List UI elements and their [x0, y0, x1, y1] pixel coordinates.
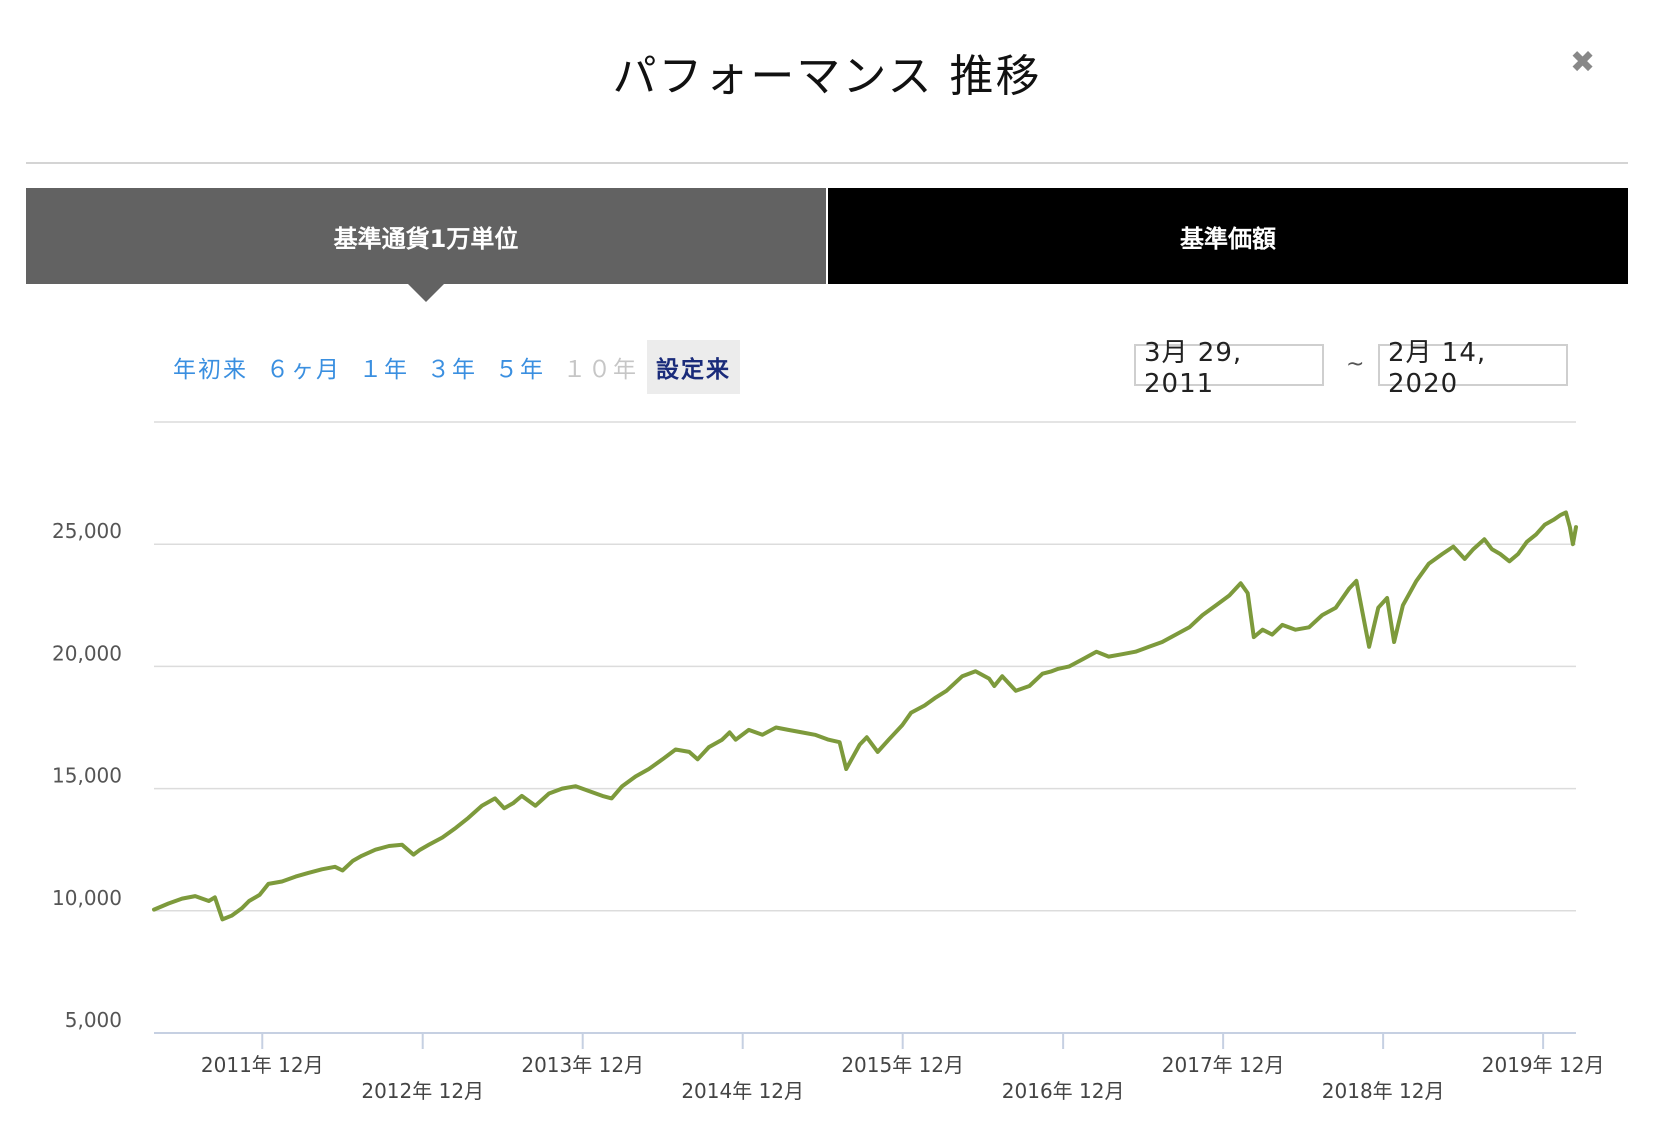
y-tick-label: 5,000 — [65, 1008, 122, 1032]
range-ytd[interactable]: 年初来 — [173, 357, 248, 383]
active-tab-indicator — [408, 284, 444, 302]
tab-nav[interactable]: 基準価額 — [828, 188, 1628, 284]
y-tick-label: 10,000 — [52, 886, 122, 910]
x-tick-label: 2011年 12月 — [201, 1053, 324, 1077]
x-tick-label: 2016年 12月 — [1002, 1079, 1125, 1103]
close-icon[interactable]: ✖ — [1570, 45, 1596, 80]
date-separator: ~ — [1346, 352, 1365, 377]
range-6m[interactable]: ６ヶ月 — [266, 357, 341, 383]
x-tick-label: 2019年 12月 — [1482, 1053, 1605, 1077]
range-since-inception[interactable]: 設定来 — [647, 340, 740, 394]
x-tick-label: 2013年 12月 — [521, 1053, 644, 1077]
range-1y[interactable]: １年 — [359, 357, 409, 383]
range-selector: 年初来 ６ヶ月 １年 ３年 ５年 １０年 設定来 — [164, 340, 749, 394]
x-tick-label: 2017年 12月 — [1162, 1053, 1285, 1077]
series-line — [152, 510, 1578, 922]
y-tick-label: 20,000 — [52, 641, 122, 665]
y-tick-label: 25,000 — [52, 519, 122, 543]
x-tick-label: 2015年 12月 — [841, 1053, 964, 1077]
x-tick-label: 2014年 12月 — [681, 1079, 804, 1103]
header-divider — [26, 162, 1628, 164]
x-tick-label: 2012年 12月 — [361, 1079, 484, 1103]
range-5y[interactable]: ５年 — [495, 357, 545, 383]
tab-per-10000-units[interactable]: 基準通貨1万単位 — [26, 188, 826, 284]
range-10y: １０年 — [563, 357, 638, 383]
x-tick-label: 2018年 12月 — [1322, 1079, 1445, 1103]
range-3y[interactable]: ３年 — [427, 357, 477, 383]
page-title: パフォーマンス 推移 — [612, 51, 1042, 102]
y-tick-label: 15,000 — [52, 764, 122, 788]
